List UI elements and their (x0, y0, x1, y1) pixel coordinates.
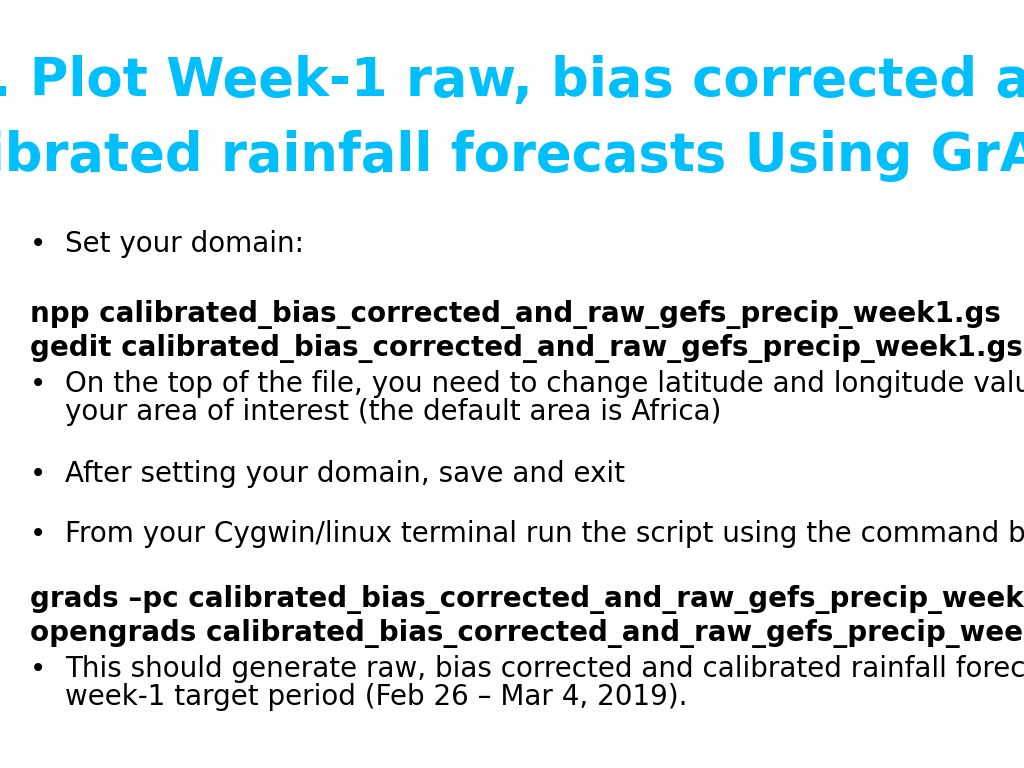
Text: •: • (30, 520, 46, 548)
Text: From your Cygwin/linux terminal run the script using the command below:: From your Cygwin/linux terminal run the … (65, 520, 1024, 548)
Text: •: • (30, 655, 46, 683)
Text: This should generate raw, bias corrected and calibrated rainfall forecasts for t: This should generate raw, bias corrected… (65, 655, 1024, 683)
Text: your area of interest (the default area is Africa): your area of interest (the default area … (65, 398, 721, 426)
Text: •: • (30, 370, 46, 398)
Text: Set your domain:: Set your domain: (65, 230, 304, 258)
Text: gedit calibrated_bias_corrected_and_raw_gefs_precip_week1.gs: gedit calibrated_bias_corrected_and_raw_… (30, 334, 1023, 363)
Text: opengrads calibrated_bias_corrected_and_raw_gefs_precip_week1.gs: opengrads calibrated_bias_corrected_and_… (30, 619, 1024, 648)
Text: 10. Plot Week-1 raw, bias corrected and: 10. Plot Week-1 raw, bias corrected and (0, 55, 1024, 107)
Text: On the top of the file, you need to change latitude and longitude values to refl: On the top of the file, you need to chan… (65, 370, 1024, 398)
Text: •: • (30, 460, 46, 488)
Text: •: • (30, 230, 46, 258)
Text: calibrated rainfall forecasts Using GrADS: calibrated rainfall forecasts Using GrAD… (0, 130, 1024, 182)
Text: After setting your domain, save and exit: After setting your domain, save and exit (65, 460, 625, 488)
Text: week-1 target period (Feb 26 – Mar 4, 2019).: week-1 target period (Feb 26 – Mar 4, 20… (65, 683, 687, 711)
Text: grads –pc calibrated_bias_corrected_and_raw_gefs_precip_week1.gs: grads –pc calibrated_bias_corrected_and_… (30, 585, 1024, 614)
Text: npp calibrated_bias_corrected_and_raw_gefs_precip_week1.gs: npp calibrated_bias_corrected_and_raw_ge… (30, 300, 1000, 329)
